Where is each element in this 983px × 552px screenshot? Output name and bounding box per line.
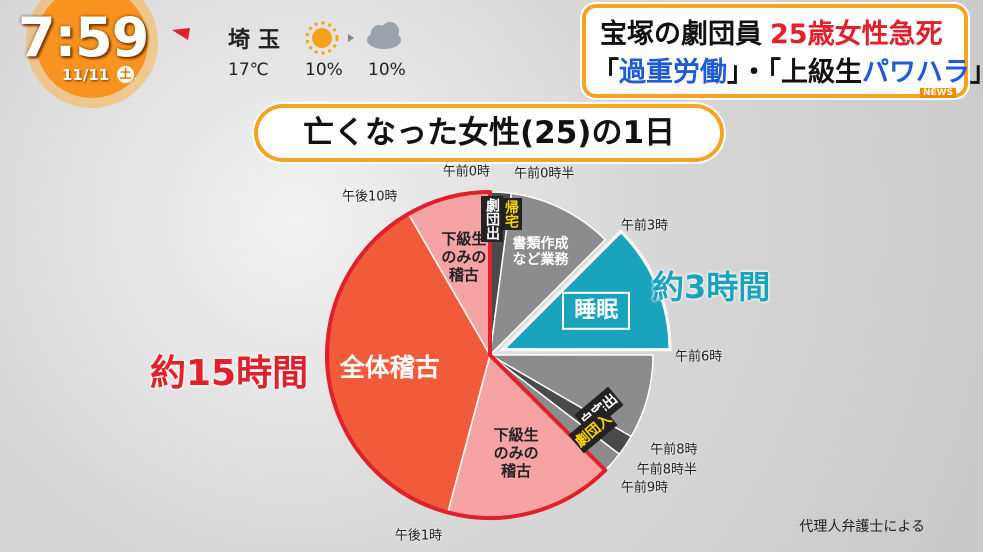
headline: 宝塚の劇団員 25歳女性急死 [600,12,943,51]
highlight-outline [325,190,608,520]
annotation: 約15時間 [150,353,309,394]
sun-icon [305,21,339,55]
title-box [258,108,720,158]
rain-chance: 10% [368,60,406,80]
tick-label: 午後10時 [341,189,398,205]
slice-label: 書類作成など業務 [512,235,569,269]
pie-slice [488,192,607,358]
slice-label: 全体稽古 [339,353,440,383]
tick-label: 午前0時 [442,164,490,180]
temperature: 17℃ [228,60,269,80]
headline-part: 」 [970,57,983,88]
arrow-icon [348,34,354,42]
prefecture: 埼玉 [228,28,289,53]
event-label: 劇団出 [481,196,503,242]
date: 11/11 [62,66,110,84]
pie-slice [499,229,672,352]
source: 代理人弁護士による [799,519,925,535]
news-tag: NEWS [920,88,957,98]
event-label: 帰宅 [500,198,522,230]
pie-slice [487,354,654,438]
tick-label: 午前8時半 [636,462,698,478]
slice-label: 睡眠 [562,291,631,331]
chart-title: 亡くなった女性(25)の1日 [302,115,676,151]
headline-part: 過重労働 [619,57,727,88]
clock: 7:59 [18,6,149,69]
headline-part: 「 [592,57,619,88]
headline-part: パワハラ [862,57,970,88]
tick-label: 午前8時 [650,442,698,457]
slice-label: 下級生のみの稽古 [441,230,487,285]
annotation: 約3時間 [652,268,771,306]
rain-chance: 10% [305,60,343,80]
slice-label: 下級生のみの稽古 [493,425,539,480]
headline-box [586,8,964,94]
headline-part: 宝塚の劇団員 [600,19,762,50]
tick-label: 午前9時 [620,480,669,496]
tick-label: 午前0時半 [514,166,575,182]
tick-label: 午前3時 [620,218,669,234]
headline-part: 」・「上級生 [727,57,862,88]
headline-part: 25歳女性急死 [770,19,943,50]
headline: 「過重労働」・「上級生パワハラ」 [592,50,983,89]
weekday: 土 [117,66,134,83]
tick-label: 午前6時 [675,349,723,365]
cloud-icon [367,22,401,49]
tick-label: 午後1時 [394,528,443,544]
pointer [172,28,190,40]
